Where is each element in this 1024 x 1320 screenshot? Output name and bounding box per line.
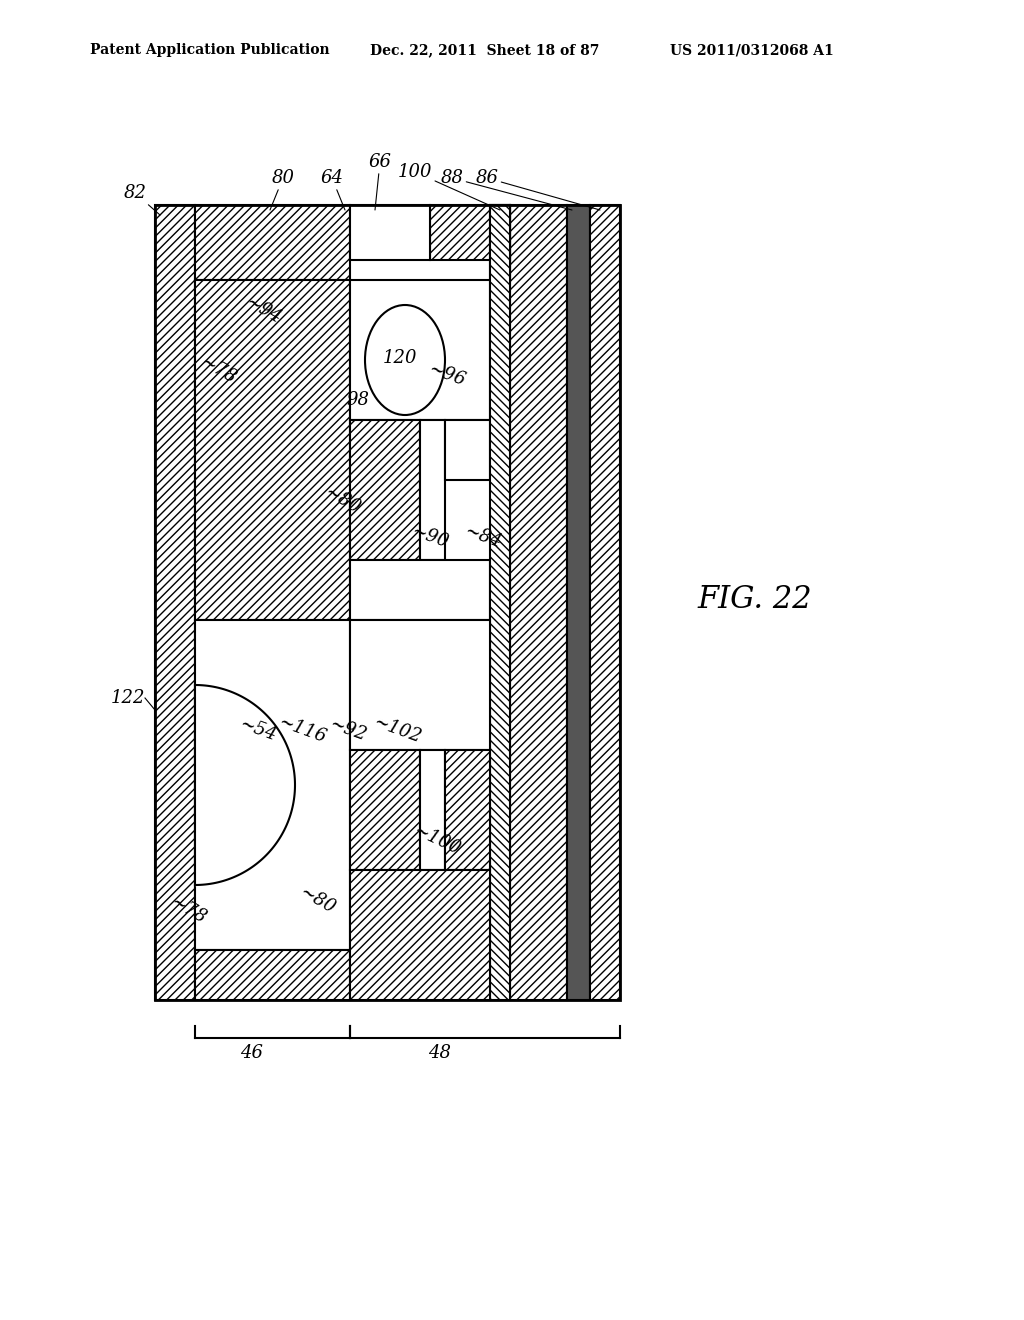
Text: ~84: ~84 bbox=[462, 521, 504, 552]
Bar bbox=[445, 420, 490, 480]
Text: ~116: ~116 bbox=[275, 713, 329, 747]
Bar bbox=[195, 950, 350, 1001]
Text: ~78: ~78 bbox=[167, 892, 209, 928]
Text: ~80: ~80 bbox=[321, 483, 364, 517]
Bar bbox=[350, 620, 490, 750]
Bar bbox=[195, 205, 350, 280]
Bar bbox=[155, 205, 620, 1001]
Text: ~54: ~54 bbox=[237, 715, 279, 744]
Bar bbox=[350, 870, 490, 1001]
Text: ~80: ~80 bbox=[296, 883, 338, 917]
Bar bbox=[490, 205, 510, 280]
Text: 98: 98 bbox=[346, 391, 370, 409]
Text: 82: 82 bbox=[124, 183, 160, 215]
Text: ~96: ~96 bbox=[426, 360, 468, 389]
Text: 48: 48 bbox=[428, 1044, 452, 1063]
Text: 88: 88 bbox=[440, 169, 572, 210]
Bar bbox=[155, 205, 195, 1001]
Text: ~100: ~100 bbox=[411, 821, 463, 858]
Text: ~92: ~92 bbox=[327, 715, 369, 744]
Bar bbox=[510, 205, 567, 1001]
Bar bbox=[350, 280, 490, 420]
Text: ~90: ~90 bbox=[409, 521, 451, 552]
Text: ~94: ~94 bbox=[242, 293, 284, 327]
Bar bbox=[590, 205, 620, 1001]
Text: US 2011/0312068 A1: US 2011/0312068 A1 bbox=[670, 44, 834, 57]
Bar bbox=[420, 420, 445, 560]
Bar bbox=[445, 750, 490, 870]
Bar bbox=[430, 205, 510, 260]
Bar bbox=[350, 420, 420, 560]
Text: 122: 122 bbox=[111, 689, 145, 708]
Bar bbox=[490, 205, 510, 1001]
Bar bbox=[350, 560, 490, 620]
Text: Dec. 22, 2011  Sheet 18 of 87: Dec. 22, 2011 Sheet 18 of 87 bbox=[370, 44, 599, 57]
Bar bbox=[195, 620, 350, 950]
Text: 80: 80 bbox=[270, 169, 295, 210]
Bar bbox=[350, 205, 430, 260]
Text: 120: 120 bbox=[383, 348, 417, 367]
Text: Patent Application Publication: Patent Application Publication bbox=[90, 44, 330, 57]
Text: FIG. 22: FIG. 22 bbox=[697, 585, 812, 615]
Ellipse shape bbox=[365, 305, 445, 414]
Text: 100: 100 bbox=[397, 162, 500, 210]
Bar bbox=[195, 280, 350, 620]
Text: 66: 66 bbox=[369, 153, 391, 210]
Text: ~78: ~78 bbox=[197, 352, 239, 387]
Bar bbox=[420, 750, 445, 870]
Bar bbox=[350, 750, 420, 870]
Bar bbox=[567, 205, 590, 1001]
Text: 86: 86 bbox=[475, 169, 600, 210]
Text: ~102: ~102 bbox=[371, 713, 423, 747]
Text: 64: 64 bbox=[321, 169, 345, 210]
Text: 46: 46 bbox=[241, 1044, 263, 1063]
